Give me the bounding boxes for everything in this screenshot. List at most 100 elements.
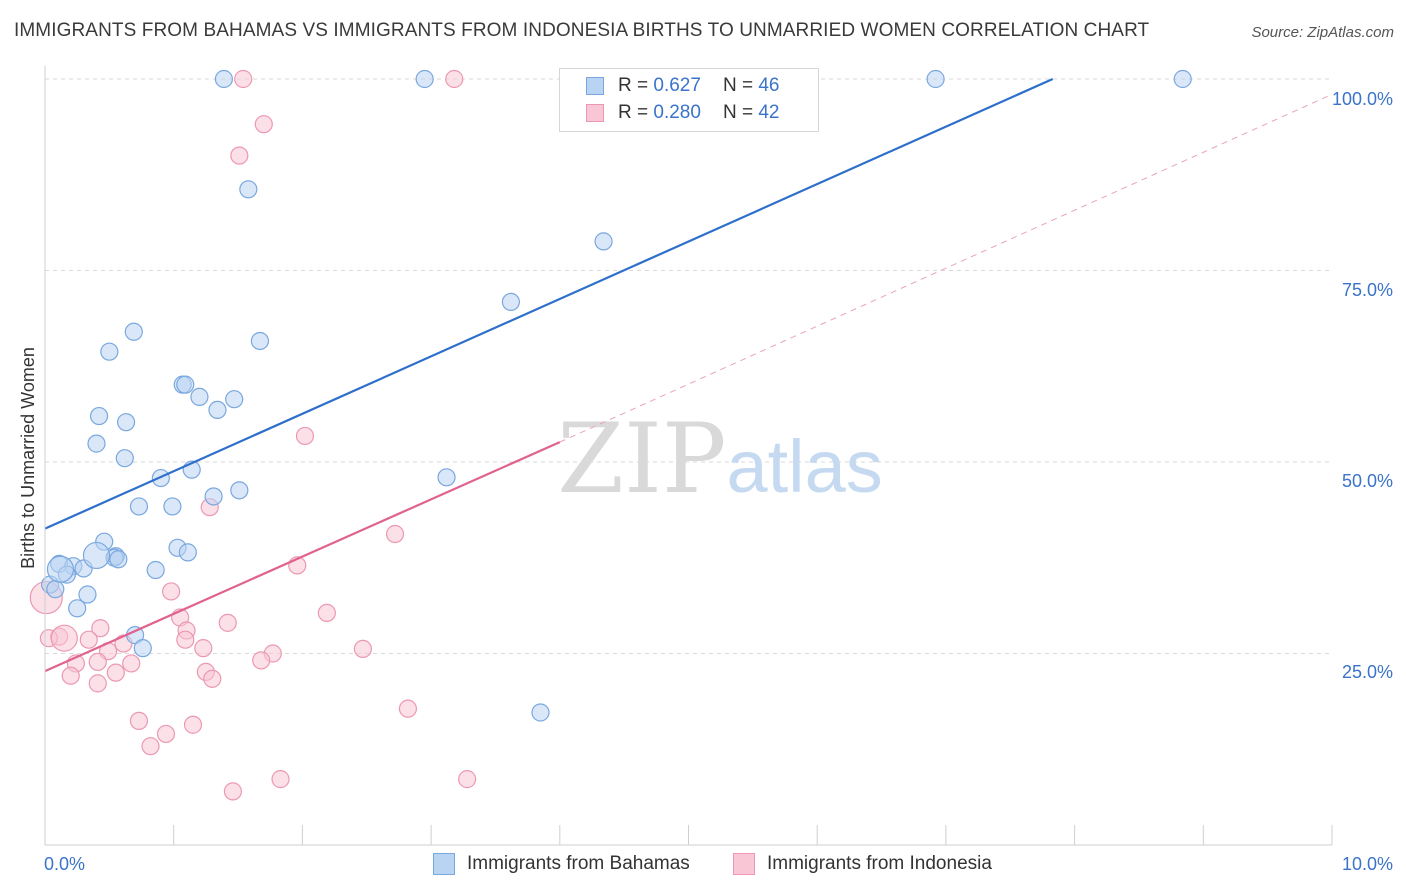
watermark-zip: ZIP [557,403,726,515]
point-indonesia [254,115,273,134]
point-indonesia [91,619,110,638]
point-bahamas [208,400,227,420]
tick-labels: 25.0% 50.0% 75.0% 100.0% 0.0% 10.0% [44,89,1393,874]
point-bahamas [163,497,182,516]
point-indonesia [88,674,107,693]
point-indonesia [88,652,107,672]
point-bahamas [239,180,258,199]
point-bahamas [46,555,75,583]
point-bahamas [594,232,613,251]
point-bahamas [926,69,945,89]
watermark: ZIPatlas [557,403,883,515]
point-indonesia [162,582,181,601]
legend-n-label: N = [722,102,754,123]
trendline-indonesia [44,441,561,673]
trendline-bahamas [44,77,1054,530]
point-indonesia [79,630,98,649]
point-indonesia [295,426,315,446]
bottom-legend-swatch-pink [733,853,755,875]
point-indonesia [176,630,195,649]
bottom-legend-label: Immigrants from Bahamas [467,853,690,874]
point-bahamas [115,449,134,468]
correlation-legend: R = 0.627 N = 46 R = 0.280 N = 42 [559,68,819,132]
gridlines [45,78,1332,654]
point-bahamas [214,69,233,89]
bottom-legend-swatch-blue [433,853,455,875]
point-bahamas [87,434,106,453]
point-bahamas [190,387,209,406]
point-indonesia [183,715,203,734]
watermark-atlas: atlas [726,425,882,508]
legend-swatch-blue [586,77,604,95]
point-bahamas [68,599,87,618]
point-indonesia [203,669,222,688]
bottom-legend-indonesia: Immigrants from Indonesia [733,850,992,878]
point-bahamas [89,406,109,426]
point-bahamas [100,342,119,361]
point-bahamas [1173,69,1192,89]
trendlines [44,77,1054,673]
point-bahamas [204,487,223,506]
point-indonesia [271,770,290,789]
point-bahamas [146,560,165,580]
point-indonesia [194,639,213,658]
point-bahamas [116,413,136,432]
point-bahamas [129,497,149,516]
point-bahamas [178,543,197,562]
point-bahamas [46,580,65,599]
point-indonesia [218,613,237,632]
point-indonesia [398,699,418,718]
point-bahamas [109,550,128,569]
point-bahamas [531,703,550,722]
legend-r-value: 0.627 [653,75,701,96]
point-indonesia [353,639,372,659]
point-indonesia [141,737,160,756]
point-bahamas [437,468,456,487]
point-bahamas [230,481,249,500]
legend-n-value: 46 [758,75,780,96]
y-tick-label: 75.0% [1342,280,1393,300]
point-indonesia [223,782,243,801]
y-axis-label: Births to Unmarried Women [18,347,38,569]
legend-n-value: 42 [758,102,780,123]
point-bahamas [501,292,520,312]
point-bahamas [124,322,143,341]
point-indonesia [385,524,405,544]
chart-title: IMMIGRANTS FROM BAHAMAS VS IMMIGRANTS FR… [14,20,1150,41]
point-indonesia [230,146,249,165]
point-indonesia [129,711,149,731]
point-bahamas [133,639,152,658]
legend-r-label: R = [618,102,649,123]
point-bahamas [78,585,97,604]
y-tick-label: 50.0% [1342,471,1393,491]
point-indonesia [445,69,464,89]
point-indonesia [50,624,78,652]
legend-r-label: R = [618,75,649,96]
source-label: Source: ZipAtlas.com [1251,24,1394,41]
bottom-legend-bahamas: Immigrants from Bahamas [433,850,690,878]
point-indonesia [252,651,271,670]
point-bahamas [82,541,111,570]
point-indonesia [458,770,477,789]
legend-row-bahamas: R = 0.627 N = 46 [586,74,779,98]
point-indonesia [234,69,253,89]
trendline-extension [559,93,1333,443]
point-indonesia [156,724,176,744]
legend-n-label: N = [722,75,754,96]
y-tick-label: 100.0% [1332,89,1393,109]
point-indonesia [106,663,125,682]
point-indonesia [61,666,80,685]
trendline-indonesia-extension [559,93,1333,443]
point-indonesia [317,603,336,623]
legend-swatch-pink [586,104,604,122]
point-bahamas [415,69,434,89]
legend-row-indonesia: R = 0.280 N = 42 [586,101,779,125]
legend-r-value: 0.280 [653,102,701,123]
axes [44,66,1333,846]
data-points [29,69,1192,801]
point-bahamas [225,390,244,409]
y-tick-label: 25.0% [1342,662,1393,682]
x-tick-label: 0.0% [44,854,85,874]
point-bahamas [250,331,270,351]
